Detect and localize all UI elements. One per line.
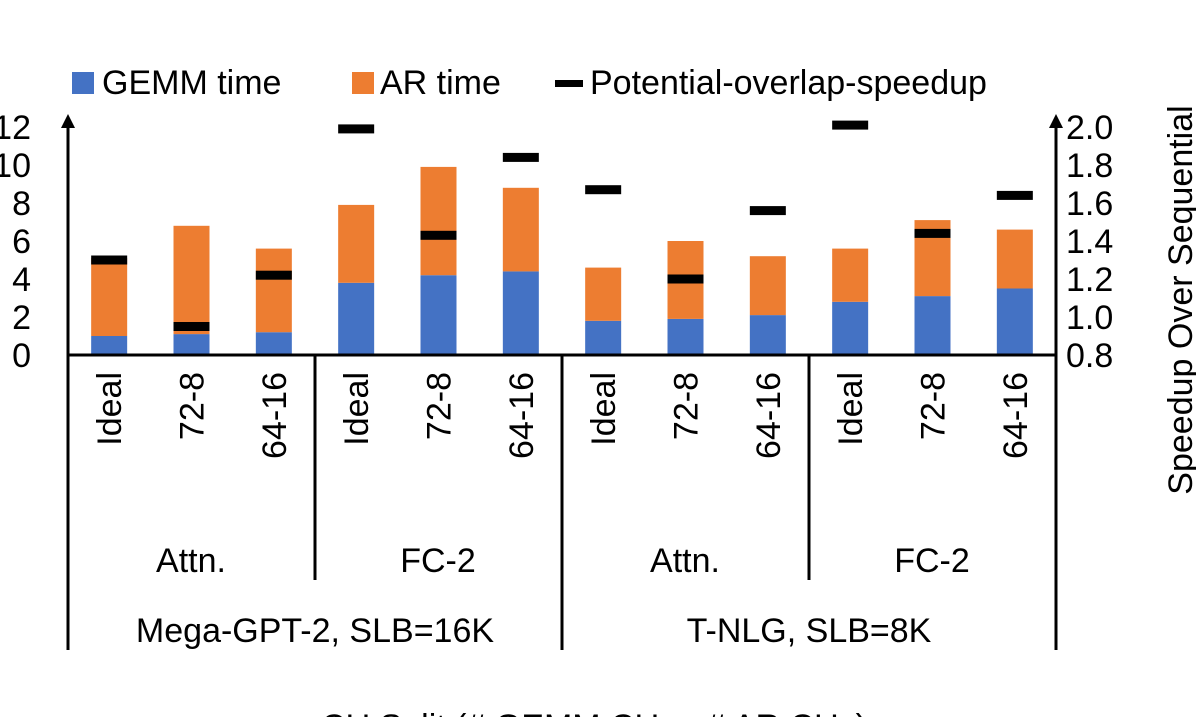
speedup-marker [338, 124, 375, 134]
bar-ar [996, 229, 1033, 289]
speedup-marker [667, 274, 704, 284]
x-category-label: Ideal [91, 372, 129, 446]
legend-swatch-gemm [72, 72, 94, 94]
x-category-label: 72-8 [915, 372, 953, 440]
bar-gemm [996, 288, 1033, 355]
x-category-label: Ideal [338, 372, 376, 446]
left-tick-label: 12 [0, 109, 31, 147]
x-category-label: 64-16 [750, 372, 788, 459]
bar-gemm [832, 301, 869, 355]
bar-gemm [585, 320, 622, 355]
legend-label-ar: AR time [380, 64, 501, 102]
bar-ar [502, 187, 539, 272]
right-tick-label: 1.6 [1066, 185, 1113, 223]
speedup-marker [502, 152, 539, 162]
speedup-marker [914, 228, 951, 238]
right-axis-arrow [1049, 114, 1063, 128]
bar-ar [91, 258, 128, 336]
bar-ar [585, 267, 622, 321]
group-label-fc2-2: FC-2 [894, 542, 970, 580]
bar-ar [832, 248, 869, 302]
left-axis-arrow [61, 114, 75, 128]
right-tick-label: 1.4 [1066, 223, 1113, 261]
bars [91, 166, 1033, 355]
left-tick-label: 10 [0, 147, 31, 185]
speedup-marker [255, 270, 292, 280]
bar-ar [338, 204, 375, 283]
bar-ar [749, 256, 786, 316]
speedup-marker [749, 206, 786, 216]
speedup-markers [91, 120, 1033, 331]
bar-ar [255, 248, 292, 333]
x-category-label: 72-8 [174, 372, 212, 440]
left-tick-label: 6 [12, 223, 31, 261]
speedup-marker [832, 120, 869, 130]
right-tick-label: 2.0 [1066, 109, 1113, 147]
speedup-marker [91, 255, 128, 265]
bar-gemm [502, 271, 539, 355]
speedup-marker [585, 185, 622, 195]
legend-label-speedup: Potential-overlap-speedup [590, 64, 987, 102]
bar-gemm [420, 275, 457, 355]
bar-gemm [749, 315, 786, 355]
group-label-attn-1: Attn. [156, 542, 226, 580]
legend-swatch-speedup [555, 80, 583, 87]
speedup-marker [173, 322, 210, 331]
x-category-labels: Ideal 72-8 64-16 Ideal 72-8 64-16 Ideal 72-8 64-… [91, 372, 1035, 459]
bar-ar [420, 166, 457, 276]
legend-swatch-ar [352, 72, 374, 94]
right-axis-ticks: 0.81.01.21.41.61.82.0 [1066, 109, 1113, 375]
speedup-marker [996, 190, 1033, 200]
x-category-label: 64-16 [256, 372, 294, 459]
model-label-mega-gpt2: Mega-GPT-2, SLB=16K [136, 612, 494, 650]
left-tick-label: 0 [12, 337, 31, 375]
legend: GEMM time AR time Potential-overlap-spee… [72, 64, 987, 102]
legend-label-gemm: GEMM time [102, 64, 281, 102]
bar-gemm [255, 332, 292, 355]
group-label-fc2-1: FC-2 [400, 542, 476, 580]
model-labels: Mega-GPT-2, SLB=16K T-NLG, SLB=8K [136, 612, 932, 650]
bar-gemm [667, 318, 704, 355]
x-axis-title: CU Split (# GEMM CUs - # AR CUs) [321, 708, 867, 717]
right-tick-label: 1.2 [1066, 261, 1113, 299]
left-tick-label: 8 [12, 185, 31, 223]
x-category-label: Ideal [832, 372, 870, 446]
right-tick-label: 0.8 [1066, 337, 1113, 375]
left-tick-label: 2 [12, 299, 31, 337]
group-labels: Attn. FC-2 Attn. FC-2 [156, 542, 970, 580]
x-category-label: Ideal [585, 372, 623, 446]
left-tick-label: 4 [12, 261, 31, 299]
group-label-attn-2: Attn. [650, 542, 720, 580]
bar-gemm [338, 282, 375, 355]
x-category-label: 64-16 [997, 372, 1035, 459]
model-label-tnlg: T-NLG, SLB=8K [687, 612, 932, 650]
right-tick-label: 1.8 [1066, 147, 1113, 185]
category-dividers [66, 355, 1058, 650]
right-axis-title: Speedup Over Sequential [1162, 105, 1196, 494]
bar-gemm [173, 334, 210, 355]
bar-ar [173, 225, 210, 335]
bar-gemm [914, 296, 951, 355]
speedup-marker [420, 230, 457, 240]
x-category-label: 72-8 [668, 372, 706, 440]
x-category-label: 64-16 [503, 372, 541, 459]
bar-gemm [91, 336, 128, 355]
x-category-label: 72-8 [421, 372, 459, 440]
right-tick-label: 1.0 [1066, 299, 1113, 337]
